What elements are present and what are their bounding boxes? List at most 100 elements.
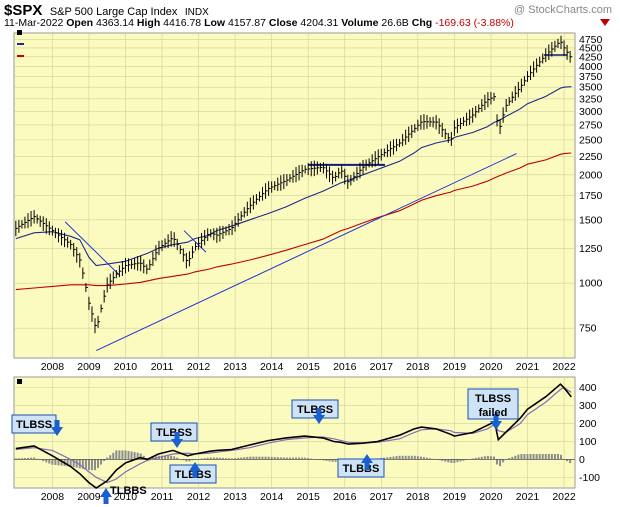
- histogram-bar: [471, 458, 474, 460]
- histogram-bar: [298, 457, 301, 460]
- annotation-box: [337, 458, 385, 478]
- price-x-tick: 2008: [41, 361, 65, 373]
- low-value: 4157.87: [227, 17, 266, 29]
- histogram-bar: [410, 455, 413, 460]
- macd-x-tick: 2012: [187, 491, 211, 503]
- histogram-bar: [264, 456, 267, 460]
- histogram-bar: [130, 451, 133, 460]
- histogram-bar: [489, 456, 492, 460]
- histogram-bar: [520, 453, 523, 460]
- brand-watermark: @ StockCharts.com: [514, 4, 612, 16]
- macd-x-tick: 2014: [260, 491, 284, 503]
- histogram-bar: [386, 457, 389, 460]
- histogram-bar: [188, 459, 191, 462]
- histogram-bar: [486, 455, 489, 460]
- macd-x-tick: 2017: [370, 491, 394, 503]
- price-x-tick: 2017: [370, 361, 394, 373]
- histogram-bar: [569, 459, 572, 464]
- histogram-bar: [301, 457, 304, 460]
- histogram-bar: [331, 459, 334, 462]
- histogram-bar: [383, 457, 386, 460]
- histogram-bar: [322, 459, 325, 461]
- security-name: S&P 500 Large Cap Index: [49, 6, 178, 18]
- price-x-tick: 2022: [552, 361, 576, 373]
- histogram-bar: [450, 459, 453, 463]
- histogram-bar: [185, 459, 188, 462]
- macd-x-tick: 2010: [114, 491, 138, 503]
- histogram-bar: [517, 454, 520, 460]
- histogram-bar: [328, 459, 331, 462]
- price-x-tick: 2016: [333, 361, 357, 373]
- volume-label: Volume: [341, 17, 379, 29]
- histogram-bar: [78, 459, 81, 469]
- histogram-bar: [416, 456, 419, 460]
- close-value: 4204.31: [300, 17, 339, 29]
- histogram-bar: [499, 459, 502, 467]
- price-y-tick: 2000: [579, 169, 603, 181]
- annotation-arrow-stem: [364, 463, 370, 470]
- price-x-tick: 2015: [297, 361, 321, 373]
- histogram-bar: [474, 457, 477, 460]
- histogram-bar: [246, 456, 249, 460]
- annotation-label: TLBSS: [156, 427, 192, 439]
- annotation-arrow-icon: [171, 439, 183, 448]
- histogram-bar: [438, 459, 441, 461]
- price-y-tick: 1500: [579, 214, 603, 226]
- histogram-bar: [477, 457, 480, 460]
- histogram-bar: [261, 456, 264, 460]
- price-y-tick: 3000: [579, 106, 603, 118]
- histogram-bar: [42, 459, 45, 462]
- histogram-bar: [234, 458, 237, 460]
- histogram-bar: [60, 459, 63, 466]
- histogram-bar: [133, 452, 136, 460]
- macd-y-tick: 100: [579, 436, 597, 448]
- price-y-tick: 2750: [579, 119, 603, 131]
- downtrend-line-2011: [183, 230, 207, 253]
- histogram-bar: [173, 456, 176, 460]
- macd-x-tick: 2015: [297, 491, 321, 503]
- histogram-bar: [559, 454, 562, 460]
- histogram-bar: [288, 457, 291, 460]
- open-label: Open: [66, 17, 94, 29]
- histogram-bar: [444, 459, 447, 462]
- histogram-bar: [425, 457, 428, 460]
- histogram-bar: [398, 455, 401, 460]
- histogram-bar: [228, 458, 231, 460]
- down-triangle-icon: [600, 19, 610, 26]
- price-y-tick: 4000: [579, 61, 603, 73]
- histogram-bar: [240, 457, 243, 460]
- price-x-tick: 2013: [223, 361, 247, 373]
- quote-date: 11-Mar-2022: [4, 17, 64, 29]
- histogram-bar: [456, 459, 459, 463]
- histogram-bar: [304, 457, 307, 460]
- chart-title: $SPX S&P 500 Large Cap Index INDX: [4, 2, 209, 20]
- histogram-bar: [459, 459, 462, 462]
- histogram-bar: [14, 458, 17, 460]
- histogram-bar: [103, 459, 106, 462]
- histogram-bar: [258, 456, 261, 460]
- histogram-bar: [97, 459, 100, 469]
- histogram-bar: [544, 453, 547, 460]
- macd-legend-swatch: [17, 379, 22, 384]
- macd-x-tick: 2008: [41, 491, 65, 503]
- price-bars: [15, 35, 573, 334]
- price-x-tick: 2012: [187, 361, 211, 373]
- histogram-bar: [529, 453, 532, 460]
- histogram-bar: [100, 459, 103, 465]
- price-legend-swatch: [17, 30, 22, 35]
- histogram-bar: [151, 457, 154, 460]
- annotation-arrow-stem: [103, 497, 109, 504]
- histogram-bar: [526, 453, 529, 460]
- histogram-bar: [252, 456, 255, 460]
- histogram-bar: [209, 457, 212, 460]
- histogram-bar: [72, 459, 75, 468]
- macd-x-tick: 2022: [552, 491, 576, 503]
- histogram-bar: [273, 456, 276, 460]
- annotation-label: TLBBS: [343, 463, 380, 475]
- histogram-bar: [453, 459, 456, 463]
- macd-x-tick: 2016: [333, 491, 357, 503]
- histogram-bar: [556, 453, 559, 460]
- histogram-bar: [429, 458, 432, 460]
- annotation-failed-label: failed: [479, 407, 508, 419]
